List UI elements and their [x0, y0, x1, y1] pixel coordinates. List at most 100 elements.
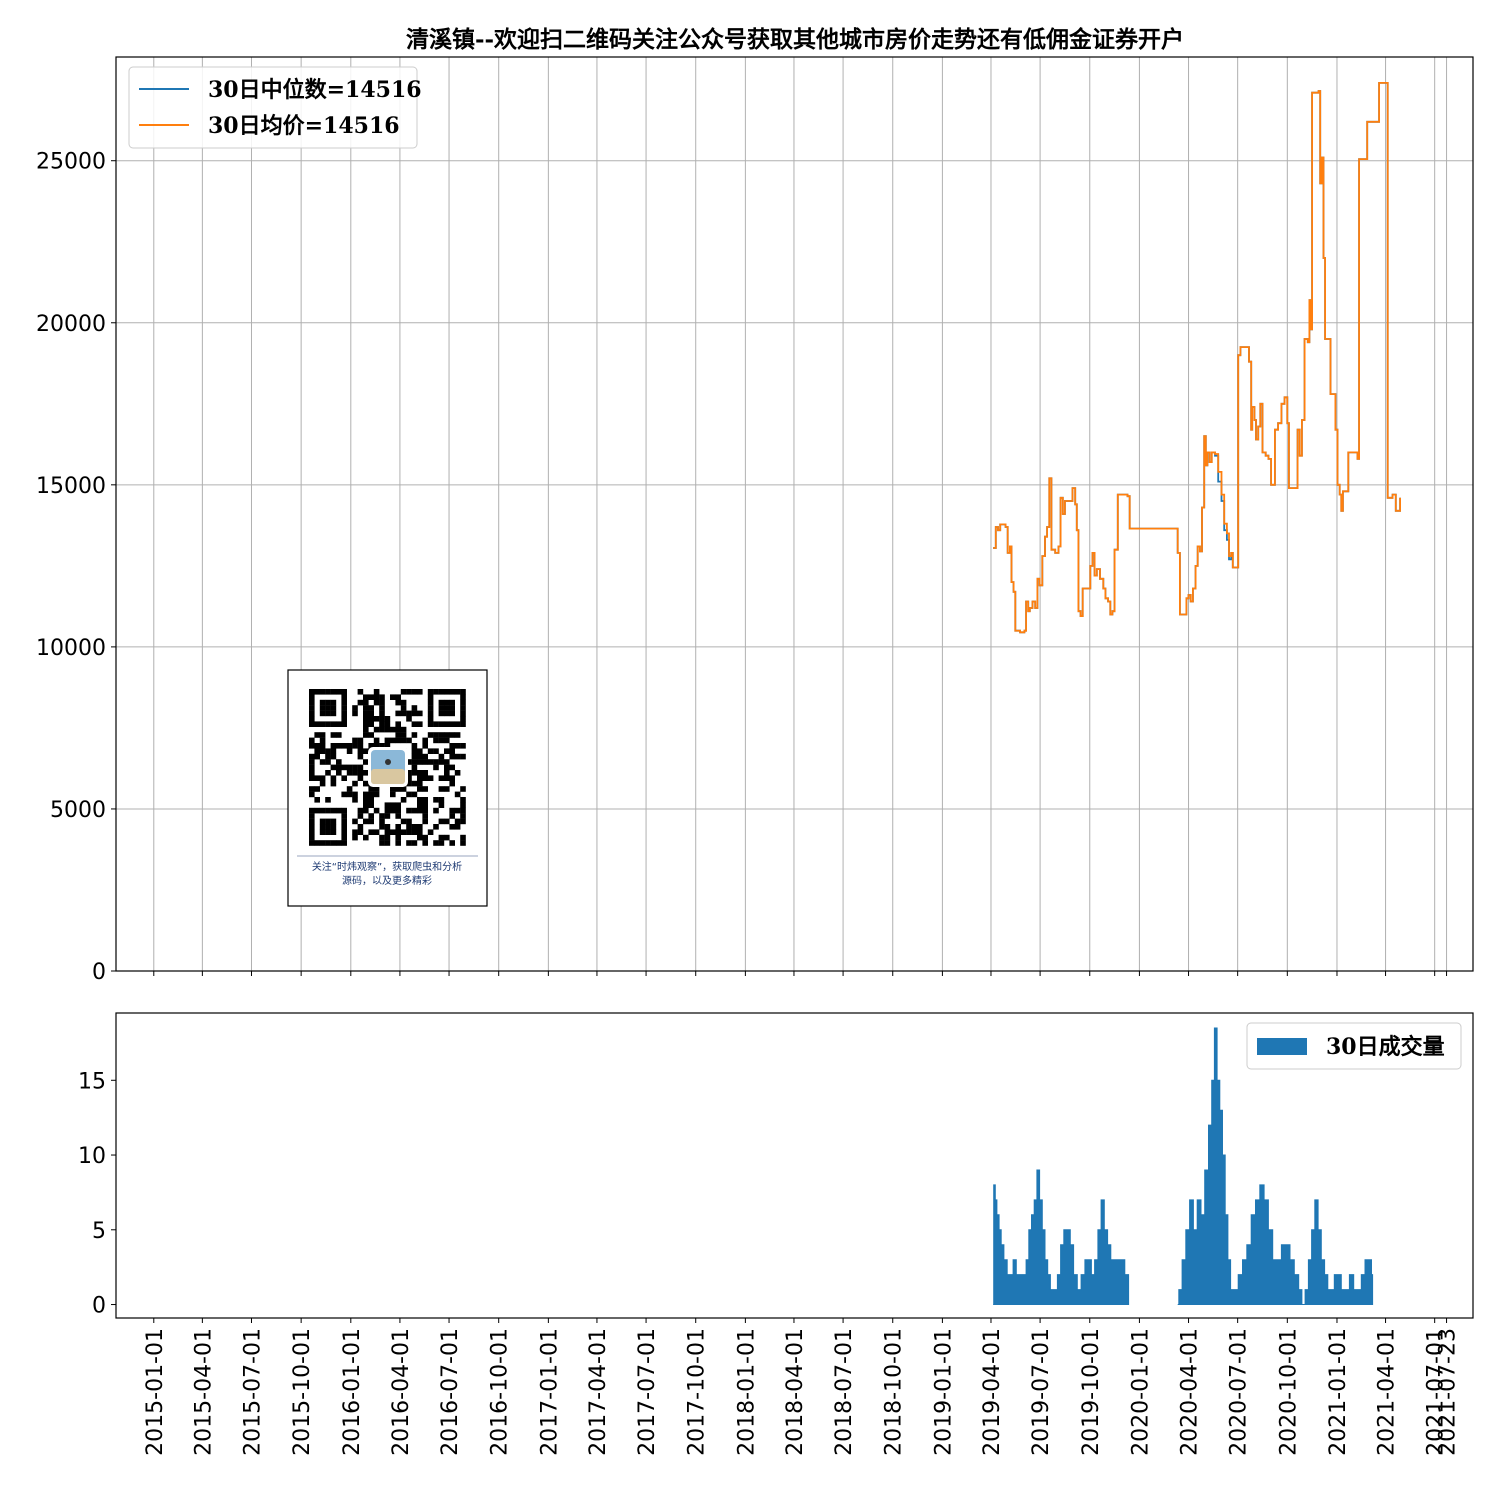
x-tick-label: 2019-10-01	[1079, 1328, 1104, 1456]
qr-module	[411, 721, 418, 727]
volume-area-segment	[993, 1169, 1130, 1305]
qr-module	[309, 834, 315, 841]
qr-module	[460, 786, 466, 792]
qr-module	[422, 802, 428, 808]
qr-module	[406, 818, 412, 825]
qr-module	[352, 791, 358, 798]
qr-module	[379, 710, 385, 717]
qr-module	[379, 699, 385, 706]
qr-module	[400, 689, 407, 695]
qr-module	[325, 840, 331, 846]
qr-module	[352, 764, 358, 771]
qr-module	[384, 829, 391, 835]
y-tick-label: 15000	[36, 474, 106, 499]
qr-module	[384, 840, 391, 846]
qr-module	[341, 807, 347, 814]
qr-module	[357, 824, 364, 830]
qr-module	[309, 791, 315, 798]
qr-module	[438, 721, 445, 727]
qr-module	[422, 737, 428, 744]
qr-module	[406, 737, 412, 744]
qr-module	[330, 721, 337, 727]
qr-module	[314, 721, 320, 727]
qr-card: 关注“时炜观察”，获取爬虫和分析 源码，以及更多精彩	[287, 669, 488, 907]
qr-module	[330, 732, 337, 738]
qr-module	[363, 834, 369, 841]
x-tick-label: 2018-04-01	[783, 1328, 808, 1456]
qr-module	[427, 705, 434, 711]
qr-module	[373, 743, 380, 749]
qr-module	[319, 780, 326, 787]
qr-module	[314, 807, 320, 814]
x-tick-label: 2021-01-01	[1326, 1328, 1351, 1456]
chart-title: 清溪镇--欢迎扫二维码关注公众号获取其他城市房价走势还有低佣金证券开户	[406, 26, 1184, 53]
qr-module	[411, 759, 418, 765]
x-tick-label: 2015-01-01	[143, 1328, 168, 1456]
bottom-x-axis: 2015-01-01 2015-04-01 2015-07-01 2015-10-01…	[143, 1318, 1461, 1456]
qr-module	[449, 775, 455, 781]
qr-module	[411, 791, 418, 798]
qr-module	[330, 753, 337, 760]
qr-module	[449, 840, 455, 846]
qr-module	[309, 775, 315, 781]
qr-module	[400, 786, 407, 792]
qr-module	[390, 829, 396, 835]
qr-module	[417, 775, 423, 781]
qr-module	[411, 732, 418, 738]
x-tick-label: 2021-04-01	[1375, 1328, 1400, 1456]
qr-module	[309, 764, 315, 771]
qr-module	[438, 699, 445, 706]
top-y-axis: 0 5000 10000 15000 20000 25000	[36, 150, 116, 985]
qr-code-icon	[309, 689, 466, 846]
qr-module	[411, 770, 418, 776]
qr-module	[319, 721, 326, 727]
qr-module	[460, 721, 466, 727]
qr-module	[341, 840, 347, 846]
x-tick-label: 2017-01-01	[537, 1328, 562, 1456]
qr-module	[460, 710, 466, 717]
qr-module	[427, 689, 434, 695]
qr-module	[336, 770, 342, 776]
x-tick-label: 2021-07-01	[1424, 1328, 1449, 1456]
qr-module	[406, 791, 412, 798]
qr-module	[438, 840, 445, 846]
qr-module	[336, 807, 342, 814]
x-tick-label: 2016-07-01	[438, 1328, 463, 1456]
qr-module	[368, 716, 374, 722]
qr-module	[336, 759, 342, 765]
qr-module	[373, 689, 380, 695]
qr-module	[427, 759, 434, 765]
qr-module	[444, 710, 450, 717]
qr-module	[422, 759, 428, 765]
qr-module	[309, 813, 315, 819]
qr-module	[341, 689, 347, 695]
qr-module	[390, 694, 396, 700]
top-axes-frame	[115, 56, 1474, 972]
qr-module	[417, 748, 423, 754]
qr-module	[363, 716, 369, 722]
qr-module	[346, 786, 353, 792]
y-tick-label: 25000	[36, 150, 106, 175]
qr-module	[444, 705, 450, 711]
qr-module	[319, 840, 326, 846]
qr-module	[319, 818, 326, 825]
qr-module	[341, 818, 347, 825]
qr-module	[422, 813, 428, 819]
qr-module	[460, 797, 466, 803]
qr-module	[341, 775, 347, 781]
qr-module	[417, 721, 423, 727]
qr-module	[363, 802, 369, 808]
qr-module	[460, 753, 466, 760]
qr-module	[363, 748, 369, 754]
qr-module	[460, 699, 466, 706]
qr-module	[411, 705, 418, 711]
qr-module	[309, 840, 315, 846]
qr-module	[422, 786, 428, 792]
qr-module	[346, 748, 353, 754]
qr-module	[460, 705, 466, 711]
qr-module	[352, 743, 358, 749]
qr-module	[449, 699, 455, 706]
qr-module	[384, 824, 391, 830]
qr-module	[357, 753, 364, 760]
qr-module	[433, 840, 439, 846]
